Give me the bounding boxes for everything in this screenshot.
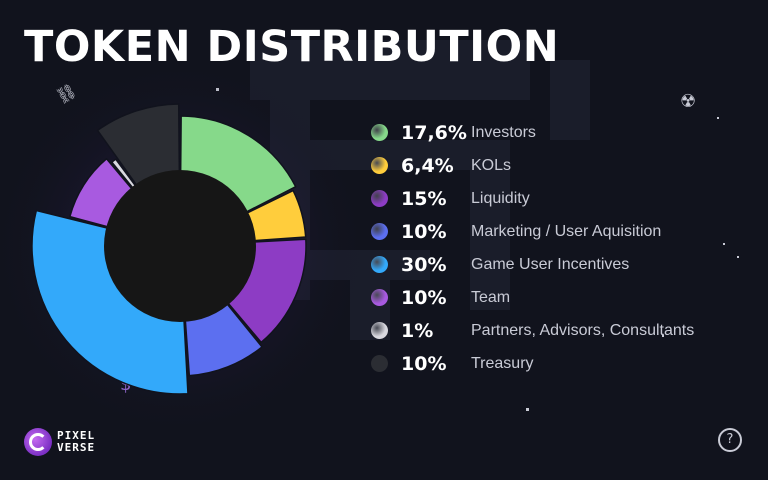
legend-label-marketing-user-aquisition: Marketing / User Aquisition [471, 222, 662, 240]
legend-swatch-liquidity [371, 190, 388, 207]
legend-value-liquidity: 15% [401, 187, 447, 210]
legend-item-team: 10% Team [371, 281, 694, 314]
legend-value-kols: 6,4% [401, 154, 454, 177]
legend-swatch-game-user-incentives [371, 256, 388, 273]
legend-value-partners-advisors-consultants: 1% [401, 319, 434, 342]
legend-swatch-investors [371, 124, 388, 141]
legend-item-liquidity: 15% Liquidity [371, 182, 694, 215]
logo-text-line2: VERSE [57, 441, 96, 454]
legend-label-team: Team [471, 288, 511, 306]
legend-value-team: 10% [401, 286, 447, 309]
pixelverse-logo: PIXEL VERSE [24, 428, 95, 456]
legend-item-game-user-incentives: 30% Game User Incentives [371, 248, 694, 281]
page-title: TOKEN DISTRIBUTION [24, 22, 560, 72]
legend-value-marketing-user-aquisition: 10% [401, 220, 447, 243]
logo-mark-icon [24, 428, 52, 456]
legend-label-investors: Investors [471, 123, 536, 141]
legend-label-game-user-incentives: Game User Incentives [471, 255, 630, 273]
decorative-coin-icon: ☢ [680, 91, 697, 112]
legend-swatch-marketing-user-aquisition [371, 223, 388, 240]
legend-item-investors: 17,6% Investors [371, 116, 694, 149]
legend-swatch-team [371, 289, 388, 306]
chart-legend: 17,6% Investors 6,4% KOLs 15% Liquidity 10% Mar… [371, 116, 694, 380]
legend-item-marketing-user-aquisition: 10% Marketing / User Aquisition [371, 215, 694, 248]
legend-swatch-partners-advisors-consultants [371, 322, 388, 339]
legend-label-liquidity: Liquidity [471, 189, 530, 207]
legend-value-investors: 17,6% [401, 121, 467, 144]
legend-value-treasury: 10% [401, 352, 447, 375]
logo-text-line1: PIXEL [57, 429, 96, 442]
decorative-question-icon: ? [718, 428, 742, 452]
logo-text: PIXEL VERSE [57, 430, 95, 454]
legend-swatch-treasury [371, 355, 388, 372]
legend-item-partners-advisors-consultants: 1% Partners, Advisors, Consultants [371, 314, 694, 347]
legend-value-game-user-incentives: 30% [401, 253, 447, 276]
legend-label-treasury: Treasury [471, 354, 534, 372]
legend-label-kols: KOLs [471, 156, 512, 174]
legend-swatch-kols [371, 157, 388, 174]
legend-item-treasury: 10% Treasury [371, 347, 694, 380]
legend-item-kols: 6,4% KOLs [371, 149, 694, 182]
donut-hole [104, 170, 256, 322]
legend-label-partners-advisors-consultants: Partners, Advisors, Consultants [471, 321, 695, 339]
